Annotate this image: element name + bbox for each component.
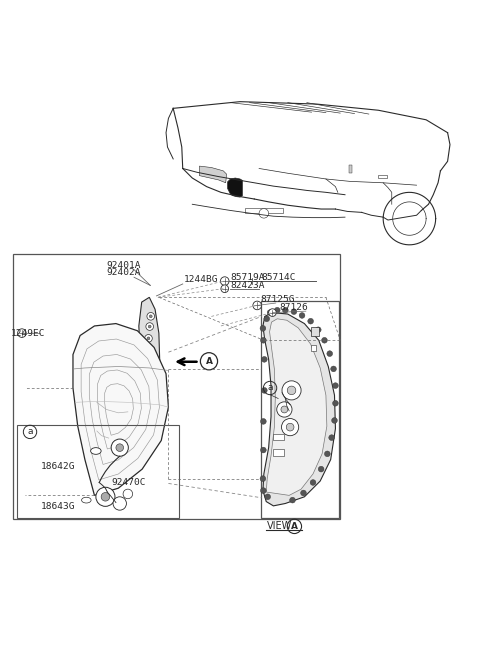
Circle shape xyxy=(144,346,151,354)
Circle shape xyxy=(261,338,266,343)
Circle shape xyxy=(260,476,266,482)
Circle shape xyxy=(261,447,266,453)
Polygon shape xyxy=(199,166,227,183)
Circle shape xyxy=(299,313,305,318)
Circle shape xyxy=(277,402,292,417)
Circle shape xyxy=(148,393,155,399)
Bar xyxy=(378,174,387,178)
Circle shape xyxy=(282,381,301,400)
Circle shape xyxy=(264,316,270,321)
Circle shape xyxy=(262,356,267,362)
Text: A: A xyxy=(291,522,298,531)
Circle shape xyxy=(259,209,269,218)
Polygon shape xyxy=(139,297,160,397)
Text: VIEW: VIEW xyxy=(267,521,292,531)
Text: 18642G: 18642G xyxy=(40,462,75,471)
Circle shape xyxy=(275,307,280,313)
Text: 92402A: 92402A xyxy=(107,268,141,277)
Bar xyxy=(274,434,284,440)
Text: a: a xyxy=(27,427,33,436)
Circle shape xyxy=(287,386,296,395)
Circle shape xyxy=(149,315,152,318)
Text: 82423A: 82423A xyxy=(230,280,265,290)
Text: 92401A: 92401A xyxy=(107,261,141,270)
Ellipse shape xyxy=(91,448,101,454)
Circle shape xyxy=(220,277,229,285)
Circle shape xyxy=(327,351,333,356)
Polygon shape xyxy=(266,319,327,495)
Circle shape xyxy=(291,309,297,315)
Circle shape xyxy=(333,401,338,406)
Polygon shape xyxy=(228,178,242,197)
Circle shape xyxy=(315,327,321,333)
Circle shape xyxy=(324,451,330,457)
Bar xyxy=(311,345,316,351)
Circle shape xyxy=(221,285,228,293)
Bar xyxy=(245,207,283,213)
Circle shape xyxy=(142,358,150,366)
Circle shape xyxy=(289,497,295,503)
Circle shape xyxy=(18,329,26,338)
Bar xyxy=(274,449,284,456)
Circle shape xyxy=(147,337,150,340)
Circle shape xyxy=(141,370,149,378)
Circle shape xyxy=(262,388,267,393)
Circle shape xyxy=(96,487,115,507)
Circle shape xyxy=(101,493,110,501)
Text: 87125G: 87125G xyxy=(260,295,295,304)
Bar xyxy=(17,425,179,518)
Circle shape xyxy=(260,325,266,331)
Text: 1249EC: 1249EC xyxy=(11,329,46,338)
Circle shape xyxy=(148,325,151,328)
Circle shape xyxy=(144,335,152,342)
Circle shape xyxy=(123,489,132,499)
Circle shape xyxy=(300,490,306,496)
Circle shape xyxy=(281,419,299,435)
Circle shape xyxy=(146,323,154,330)
Circle shape xyxy=(261,419,266,424)
Circle shape xyxy=(322,338,327,343)
Circle shape xyxy=(265,494,271,500)
Polygon shape xyxy=(73,323,168,495)
Circle shape xyxy=(332,417,337,423)
Circle shape xyxy=(331,366,336,372)
Circle shape xyxy=(308,318,313,324)
Circle shape xyxy=(282,307,288,313)
Circle shape xyxy=(150,395,153,397)
Circle shape xyxy=(146,349,149,352)
Circle shape xyxy=(144,372,146,375)
Polygon shape xyxy=(263,313,336,506)
Circle shape xyxy=(111,439,128,456)
Text: 85714C: 85714C xyxy=(262,272,296,282)
Text: 87126: 87126 xyxy=(279,303,308,312)
Circle shape xyxy=(261,488,266,493)
Bar xyxy=(311,327,319,336)
Text: 1244BG: 1244BG xyxy=(184,275,219,284)
Circle shape xyxy=(269,309,276,317)
Bar xyxy=(349,164,352,173)
Bar xyxy=(262,301,339,518)
Circle shape xyxy=(329,435,335,440)
Bar xyxy=(13,254,340,519)
Circle shape xyxy=(147,313,155,320)
Ellipse shape xyxy=(82,497,91,503)
Text: 85719A: 85719A xyxy=(230,272,265,282)
Circle shape xyxy=(281,406,288,413)
Circle shape xyxy=(144,360,147,364)
Circle shape xyxy=(333,382,338,389)
Text: a: a xyxy=(267,384,273,393)
Text: 18643G: 18643G xyxy=(40,502,75,511)
Circle shape xyxy=(267,310,273,315)
Circle shape xyxy=(253,301,262,310)
Text: A: A xyxy=(205,357,213,366)
Text: 92470C: 92470C xyxy=(111,478,145,487)
Circle shape xyxy=(310,480,316,485)
Circle shape xyxy=(318,466,324,472)
Circle shape xyxy=(116,444,123,452)
Circle shape xyxy=(286,423,294,431)
Circle shape xyxy=(113,497,126,510)
